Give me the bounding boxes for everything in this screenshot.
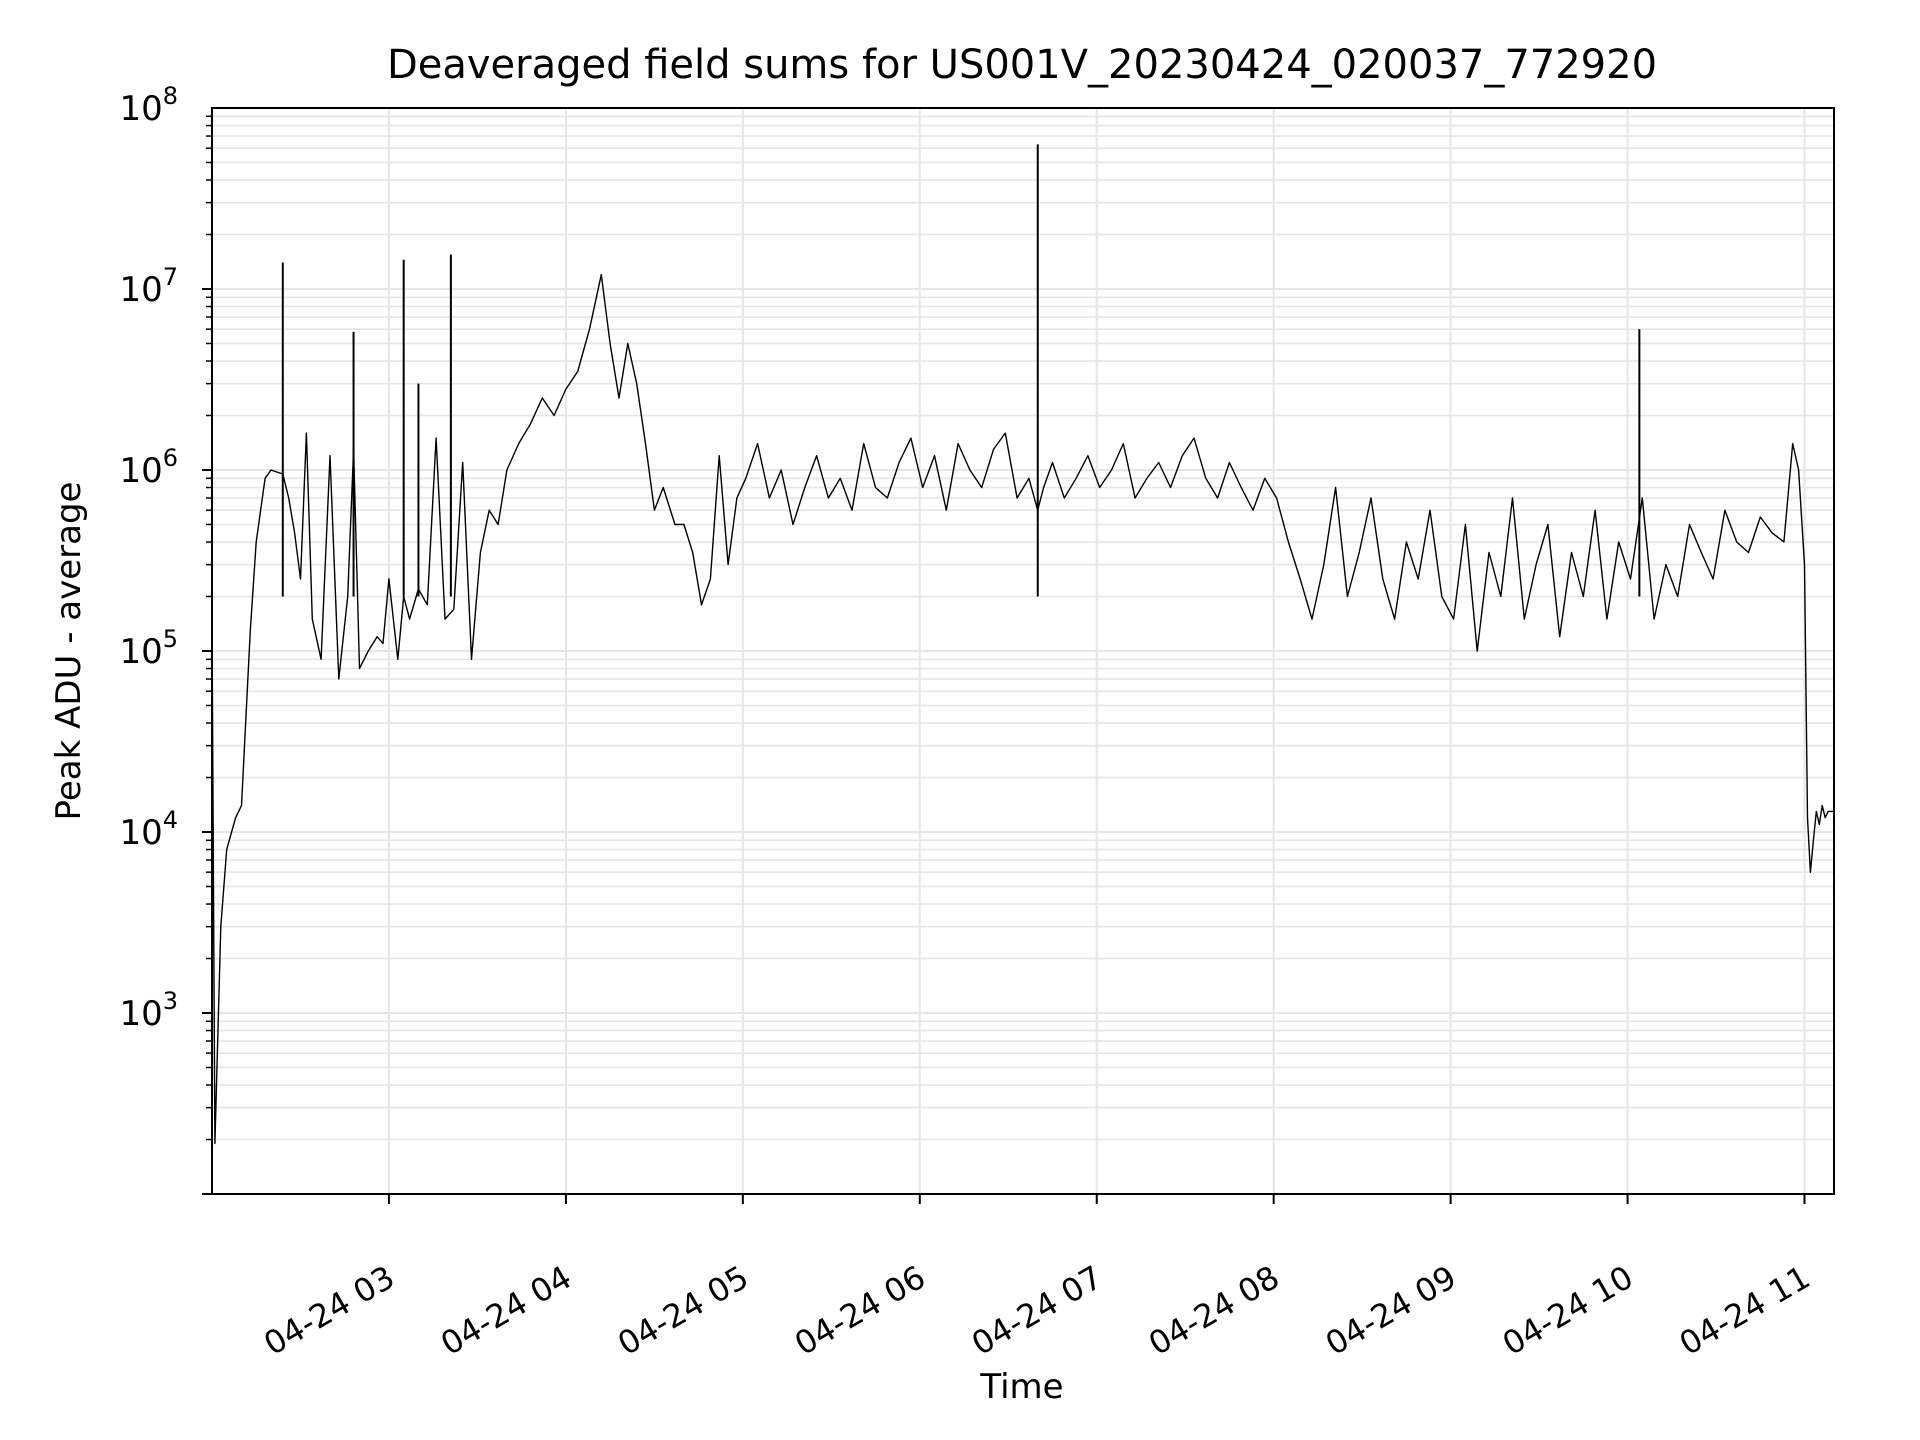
y-tick-label: 103 <box>119 987 178 1034</box>
chart-title: Deaveraged field sums for US001V_2023042… <box>387 42 1657 88</box>
series-line <box>211 274 1834 1145</box>
data-series-line <box>211 144 1834 1145</box>
y-tick-exponent: 5 <box>163 625 178 653</box>
y-tick-label: 106 <box>119 444 178 491</box>
y-tick-label: 107 <box>119 263 178 310</box>
y-axis-label: Peak ADU - average <box>49 482 89 821</box>
y-tick-label: 108 <box>119 82 178 129</box>
y-tick-exponent: 7 <box>163 263 178 291</box>
y-tick-base: 10 <box>119 813 162 853</box>
y-tick-exponent: 3 <box>163 987 178 1015</box>
y-tick-label: 104 <box>119 806 178 853</box>
y-tick-base: 10 <box>119 994 162 1034</box>
y-tick-exponent: 4 <box>163 806 178 834</box>
y-tick-label: 105 <box>119 625 178 672</box>
y-tick-exponent: 8 <box>163 82 178 110</box>
y-tick-base: 10 <box>119 89 162 129</box>
x-axis-label: Time <box>979 1367 1063 1407</box>
y-tick-base: 10 <box>119 632 162 672</box>
y-tick-exponent: 6 <box>163 444 178 472</box>
grid-lines <box>212 108 1834 1195</box>
y-tick-base: 10 <box>119 451 162 491</box>
y-tick-base: 10 <box>119 270 162 310</box>
